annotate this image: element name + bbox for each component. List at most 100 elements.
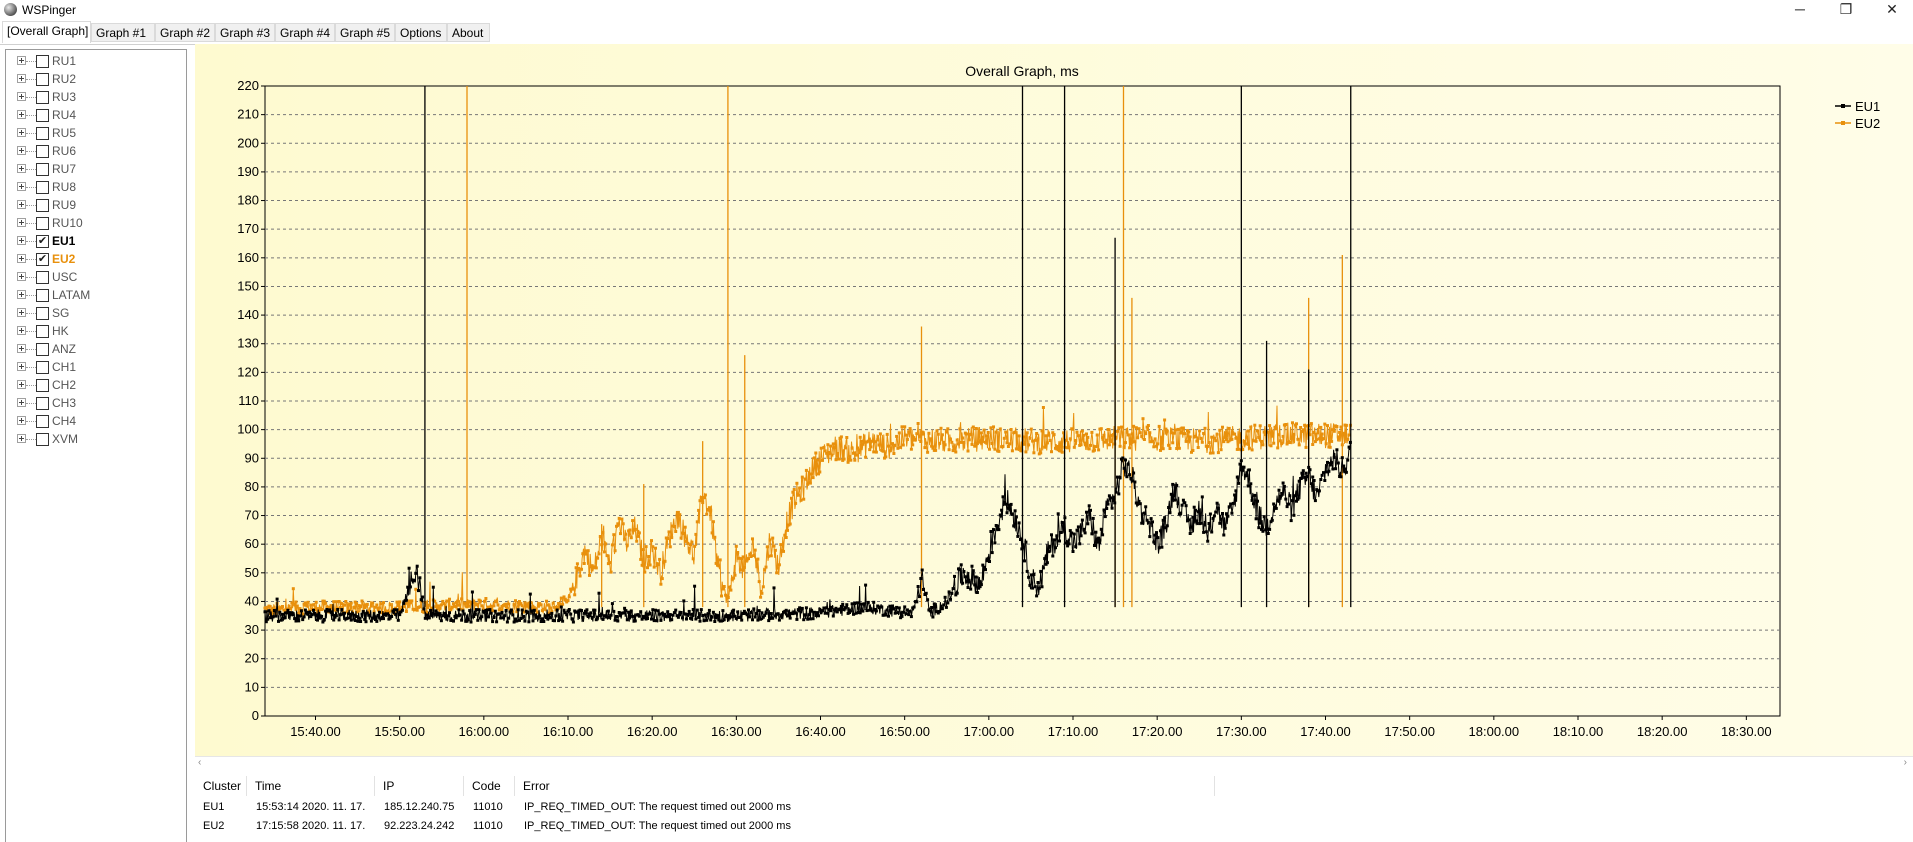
expand-icon[interactable]: [17, 380, 26, 389]
tab-graph-2[interactable]: Graph #2: [155, 23, 215, 42]
checkbox[interactable]: [36, 109, 49, 122]
close-button[interactable]: ✕: [1886, 1, 1898, 17]
expand-icon[interactable]: [17, 128, 26, 137]
data-point: [787, 613, 791, 617]
data-point: [674, 608, 678, 612]
expand-icon[interactable]: [17, 56, 26, 65]
tab-graph-5[interactable]: Graph #5: [335, 23, 395, 42]
expand-icon[interactable]: [17, 200, 26, 209]
tree-item-sg[interactable]: SG: [6, 305, 186, 322]
tree-item-ru1[interactable]: RU1: [6, 53, 186, 70]
checkbox-checked[interactable]: ✔: [36, 253, 49, 266]
tab-about[interactable]: About: [447, 23, 490, 42]
column-header-ip[interactable]: IP: [375, 776, 464, 796]
expand-icon[interactable]: [17, 326, 26, 335]
column-header-cluster[interactable]: Cluster: [195, 776, 247, 796]
data-point: [687, 609, 691, 613]
tree-item-ch3[interactable]: CH3: [6, 395, 186, 412]
tree-item-ru5[interactable]: RU5: [6, 125, 186, 142]
checkbox[interactable]: [36, 181, 49, 194]
column-header-error[interactable]: Error: [515, 776, 1215, 796]
expand-icon[interactable]: [17, 272, 26, 281]
checkbox-checked[interactable]: ✔: [36, 235, 49, 248]
checkbox[interactable]: [36, 217, 49, 230]
tree-item-ru9[interactable]: RU9: [6, 197, 186, 214]
expand-icon[interactable]: [17, 182, 26, 191]
maximize-button[interactable]: ❐: [1839, 1, 1853, 17]
tab-overall-graph[interactable]: [Overall Graph]: [2, 21, 91, 43]
expand-icon[interactable]: [17, 218, 26, 227]
tree-item-ru7[interactable]: RU7: [6, 161, 186, 178]
expand-icon[interactable]: [17, 110, 26, 119]
data-point: [1176, 502, 1180, 505]
data-point: [406, 585, 410, 589]
tree-item-hk[interactable]: HK: [6, 323, 186, 340]
cell-code: 11010: [473, 801, 503, 813]
tab-graph-1[interactable]: Graph #1: [91, 23, 155, 42]
checkbox[interactable]: [36, 163, 49, 176]
tree-item-ru2[interactable]: RU2: [6, 71, 186, 88]
tree-item-ru6[interactable]: RU6: [6, 143, 186, 160]
scroll-left-icon[interactable]: ‹: [198, 757, 202, 768]
tab-graph-3[interactable]: Graph #3: [215, 23, 275, 42]
expand-icon[interactable]: [17, 74, 26, 83]
expand-icon[interactable]: [17, 290, 26, 299]
expand-icon[interactable]: [17, 254, 26, 263]
checkbox[interactable]: [36, 55, 49, 68]
checkbox[interactable]: [36, 343, 49, 356]
checkbox[interactable]: [36, 271, 49, 284]
minimize-button[interactable]: ─: [1795, 1, 1805, 17]
cell-ip: 185.12.240.75: [384, 801, 455, 813]
column-header-code[interactable]: Code: [464, 776, 515, 796]
checkbox[interactable]: [36, 433, 49, 446]
data-point: [515, 610, 519, 614]
expand-icon[interactable]: [17, 146, 26, 155]
expand-icon[interactable]: [17, 416, 26, 425]
checkbox[interactable]: [36, 307, 49, 320]
tree-item-ru4[interactable]: RU4: [6, 107, 186, 124]
horizontal-scrollbar[interactable]: ‹ ›: [195, 756, 1913, 770]
scroll-right-icon[interactable]: ›: [1903, 757, 1907, 768]
tree-item-ch1[interactable]: CH1: [6, 359, 186, 376]
expand-icon[interactable]: [17, 434, 26, 443]
data-point: [753, 615, 757, 619]
data-point: [769, 612, 773, 615]
tab-options[interactable]: Options: [395, 23, 447, 42]
data-point: [996, 524, 1000, 528]
tree-item-ru3[interactable]: RU3: [6, 89, 186, 106]
checkbox[interactable]: [36, 145, 49, 158]
tab-graph-4[interactable]: Graph #4: [275, 23, 335, 42]
checkbox[interactable]: [36, 91, 49, 104]
tree-item-ch4[interactable]: CH4: [6, 413, 186, 430]
expand-icon[interactable]: [17, 362, 26, 371]
checkbox[interactable]: [36, 379, 49, 392]
tree-item-usc[interactable]: USC: [6, 269, 186, 286]
checkbox[interactable]: [36, 127, 49, 140]
tree-item-eu2[interactable]: ✔ EU2: [6, 251, 186, 268]
column-header-time[interactable]: Time: [247, 776, 375, 796]
checkbox[interactable]: [36, 199, 49, 212]
expand-icon[interactable]: [17, 398, 26, 407]
expand-icon[interactable]: [17, 236, 26, 245]
checkbox[interactable]: [36, 361, 49, 374]
tree-item-xvm[interactable]: XVM: [6, 431, 186, 448]
checkbox[interactable]: [36, 289, 49, 302]
checkbox[interactable]: [36, 415, 49, 428]
tree-item-ch2[interactable]: CH2: [6, 377, 186, 394]
data-point: [1091, 516, 1095, 520]
data-point: [1187, 430, 1191, 434]
data-point: [602, 550, 606, 554]
tree-item-latam[interactable]: LATAM: [6, 287, 186, 304]
data-point: [1258, 424, 1262, 428]
expand-icon[interactable]: [17, 92, 26, 101]
tree-item-ru8[interactable]: RU8: [6, 179, 186, 196]
tree-item-ru10[interactable]: RU10: [6, 215, 186, 232]
checkbox[interactable]: [36, 397, 49, 410]
expand-icon[interactable]: [17, 344, 26, 353]
expand-icon[interactable]: [17, 308, 26, 317]
tree-item-eu1[interactable]: ✔ EU1: [6, 233, 186, 250]
checkbox[interactable]: [36, 73, 49, 86]
expand-icon[interactable]: [17, 164, 26, 173]
checkbox[interactable]: [36, 325, 49, 338]
tree-item-anz[interactable]: ANZ: [6, 341, 186, 358]
